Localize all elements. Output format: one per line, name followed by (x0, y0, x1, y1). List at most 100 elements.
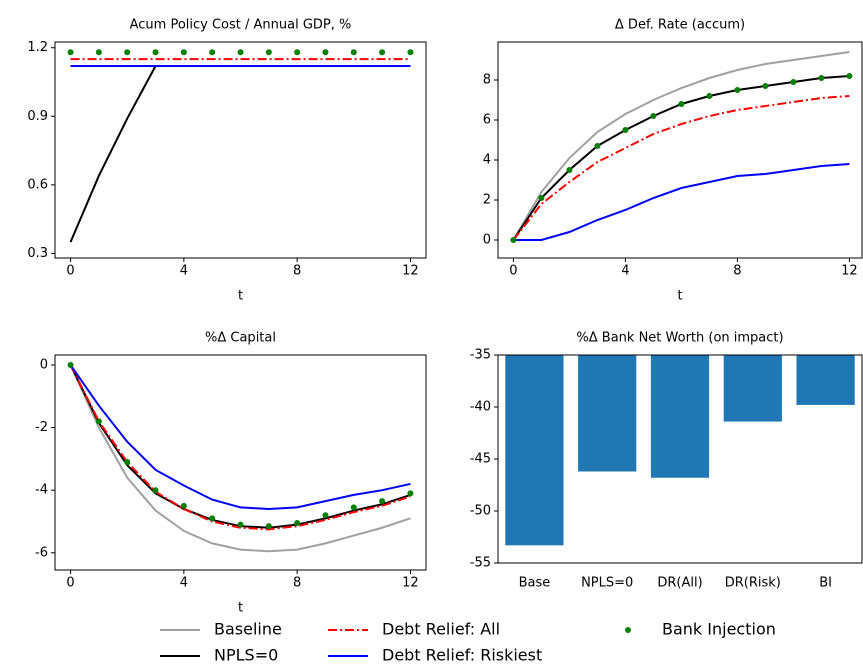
x-tick-label: 12 (841, 264, 858, 279)
series-line (513, 163, 850, 241)
x-tick-label: 12 (402, 576, 419, 591)
series-line (69, 65, 411, 243)
series-line (69, 364, 411, 531)
series-line (69, 364, 411, 510)
y-tick-label: -55 (470, 556, 491, 571)
bar (578, 355, 637, 472)
series-line (69, 364, 411, 529)
data-point (294, 520, 301, 527)
x-tick-label: DR(Risk) (725, 576, 781, 591)
y-tick-label: -35 (470, 348, 491, 363)
y-tick-label: -6 (35, 545, 48, 560)
series-line (69, 364, 411, 553)
chart-title: Δ Def. Rate (accum) (615, 18, 745, 33)
x-axis-label: t (677, 289, 682, 304)
y-tick-label: 4 (483, 153, 491, 168)
data-point (294, 49, 301, 56)
data-point (95, 418, 102, 425)
data-point (594, 143, 601, 149)
data-point (622, 127, 629, 133)
x-tick-label: 4 (180, 264, 188, 279)
data-point (237, 521, 244, 528)
data-point (322, 49, 329, 56)
y-tick-label: 6 (483, 113, 491, 128)
plot-frame (54, 41, 427, 259)
plot-frame (54, 354, 427, 571)
x-tick-label: 4 (621, 264, 629, 279)
y-tick-label: 2 (483, 193, 491, 208)
data-point (407, 49, 414, 56)
data-point (180, 502, 187, 509)
x-tick-label: 4 (180, 576, 188, 591)
data-point (678, 101, 685, 107)
legend-label: Bank Injection (662, 620, 776, 639)
data-point (124, 49, 131, 56)
x-tick-label: 8 (293, 264, 301, 279)
legend-marker (625, 627, 631, 633)
y-tick-label: 0.9 (27, 109, 48, 124)
bar (505, 355, 564, 546)
x-tick-label: 0 (66, 264, 74, 279)
y-tick-label: -45 (470, 452, 491, 467)
x-tick-label: Base (519, 576, 551, 591)
x-tick-label: DR(All) (657, 576, 702, 591)
x-tick-label: 0 (66, 576, 74, 591)
data-point (350, 49, 357, 56)
y-tick-label: 0.3 (27, 246, 48, 261)
legend-label: Baseline (214, 620, 282, 639)
bar (650, 355, 710, 478)
data-point (350, 504, 357, 511)
data-point (538, 195, 545, 201)
y-tick-label: 1.2 (27, 40, 48, 55)
x-tick-label: BI (819, 576, 832, 591)
data-point (124, 459, 131, 466)
x-axis-label: t (238, 601, 243, 616)
data-point (237, 49, 244, 56)
legend-label: Debt Relief: All (382, 620, 500, 639)
data-point (180, 49, 187, 56)
y-tick-label: 8 (483, 73, 491, 88)
data-point (790, 79, 797, 85)
y-tick-label: 0 (483, 233, 491, 248)
x-tick-label: 8 (293, 576, 301, 591)
data-point (152, 487, 159, 494)
data-point (762, 83, 769, 89)
series-line (512, 95, 850, 241)
data-point (566, 167, 573, 173)
chart-title: Acum Policy Cost / Annual GDP, % (130, 18, 352, 33)
data-point (152, 49, 159, 56)
legend-label: NPLS=0 (214, 646, 278, 665)
x-tick-label: 12 (402, 264, 419, 279)
data-point (322, 512, 329, 519)
x-axis-label: t (238, 289, 243, 304)
data-point (818, 75, 825, 81)
data-point (407, 490, 414, 497)
legend-label: Debt Relief: Riskiest (382, 646, 542, 665)
data-point (734, 87, 741, 93)
y-tick-label: 0 (40, 358, 48, 373)
data-point (510, 237, 517, 243)
plot-frame (497, 354, 863, 564)
data-point (67, 49, 74, 56)
bar (723, 355, 782, 422)
plot-frame (497, 41, 863, 259)
data-point (379, 498, 386, 505)
data-point (265, 523, 272, 530)
data-point (650, 113, 657, 119)
data-point (209, 515, 216, 522)
data-point (95, 49, 102, 56)
x-tick-label: NPLS=0 (581, 576, 633, 591)
data-point (846, 73, 853, 79)
x-tick-label: 8 (733, 264, 741, 279)
series-line (512, 51, 850, 241)
data-point (209, 49, 216, 56)
data-point (706, 93, 713, 99)
y-tick-label: -4 (35, 483, 48, 498)
y-tick-label: 0.6 (27, 177, 48, 192)
y-tick-label: -2 (35, 420, 48, 435)
bar (796, 355, 855, 405)
data-point (67, 362, 74, 369)
y-tick-label: -50 (470, 504, 491, 519)
data-point (379, 49, 386, 56)
